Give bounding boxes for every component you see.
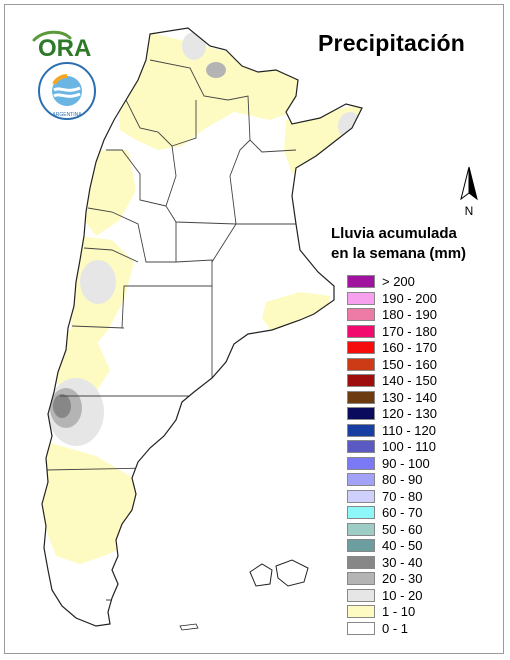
legend-swatch — [347, 506, 375, 519]
legend-swatch — [347, 456, 375, 470]
zone-10-20-north — [182, 32, 206, 60]
legend-label: 180 - 190 — [382, 307, 437, 322]
legend-swatch — [347, 390, 375, 404]
legend-swatch — [347, 555, 375, 569]
zone-20-30-north — [206, 62, 226, 78]
legend-label: 0 - 1 — [382, 620, 409, 636]
legend-swatch — [347, 621, 375, 635]
map-title: Precipitación — [318, 30, 466, 56]
legend-swatch — [347, 522, 375, 536]
legend-label: 80 - 90 — [382, 472, 423, 487]
legend-label: 190 - 200 — [382, 290, 437, 306]
legend-label: 10 - 20 — [382, 587, 423, 603]
province-boundaries — [45, 59, 297, 601]
legend-label: 1 - 10 — [382, 604, 416, 619]
legend-swatch — [347, 407, 375, 420]
legend-label: 20 - 30 — [382, 571, 423, 586]
legend-label: 130 - 140 — [382, 389, 437, 405]
legend-swatch — [347, 275, 375, 288]
smn-country-text: ARGENTINA — [52, 112, 82, 118]
legend-label: 90 - 100 — [382, 455, 430, 471]
legend-label: 50 - 60 — [382, 521, 423, 537]
ora-logo-text: ORA — [38, 35, 91, 60]
legend-title-line2: en la semana (mm) — [331, 245, 467, 262]
legend-label: 150 - 160 — [382, 356, 437, 372]
legend-swatch — [347, 572, 375, 585]
legend-swatch — [347, 324, 375, 338]
legend-swatch — [347, 291, 375, 305]
legend-swatch — [347, 357, 375, 371]
legend-swatch — [347, 539, 375, 552]
legend-swatch — [347, 374, 375, 387]
legend-label: 160 - 170 — [382, 340, 437, 355]
legend-title: Lluvia acumulada en la semana (mm) — [331, 224, 466, 264]
north-label: N — [465, 204, 474, 217]
legend-label: 170 - 180 — [382, 323, 437, 339]
legend-swatch — [347, 341, 375, 354]
legend-label: 140 - 150 — [382, 373, 437, 388]
zone-10-20-cordoba-west — [80, 260, 116, 304]
legend-swatch — [347, 588, 375, 602]
legend-swatch — [347, 605, 375, 618]
legend-label: 110 - 120 — [382, 422, 436, 438]
legend-label: 70 - 80 — [382, 488, 423, 504]
malvinas-islands — [249, 559, 309, 587]
legend-swatch — [347, 440, 375, 453]
legend-label: 30 - 40 — [382, 554, 423, 570]
legend-swatch — [347, 489, 375, 503]
legend-label: 40 - 50 — [382, 538, 423, 553]
zone-30-40-patagonia — [53, 394, 71, 418]
zone-1-10-northwest — [84, 150, 136, 236]
legend-swatch — [347, 308, 375, 321]
legend-title-line1: Lluvia acumulada — [331, 225, 457, 242]
legend-label: 60 - 70 — [382, 505, 423, 520]
ora-logo: ORA — [30, 26, 110, 62]
north-arrow-icon: N — [455, 165, 483, 218]
legend-label: 120 - 130 — [382, 406, 437, 421]
smn-logo: ARGENTINA — [36, 60, 98, 122]
legend-swatch — [347, 423, 375, 437]
legend-label: 100 - 110 — [382, 439, 436, 454]
legend-label: > 200 — [382, 274, 415, 289]
isla-de-los-estados — [179, 623, 199, 631]
legend-swatch — [347, 473, 375, 486]
